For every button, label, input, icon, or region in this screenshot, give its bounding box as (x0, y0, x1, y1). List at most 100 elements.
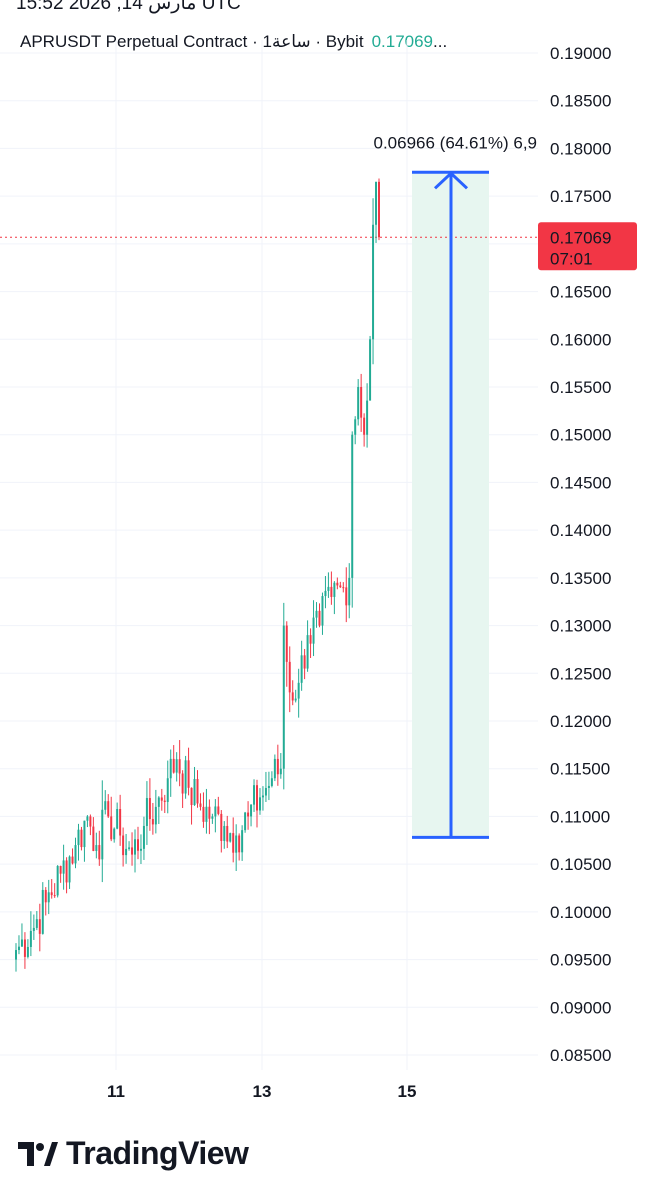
candle-body (330, 586, 333, 597)
candle-body (327, 586, 330, 591)
candle-body (15, 950, 17, 960)
candle-body (318, 610, 321, 626)
candle-body (77, 829, 80, 846)
candle-body (324, 590, 327, 597)
candle-body (309, 635, 312, 644)
price-tick-label: 0.10500 (550, 855, 611, 874)
candle-body (229, 833, 232, 842)
candle-body (378, 181, 380, 238)
price-tick-label: 0.10000 (550, 903, 611, 922)
price-tick-label: 0.08500 (550, 1046, 611, 1065)
candle-body (169, 758, 172, 779)
candle-body (250, 804, 253, 817)
price-tick-label: 0.11000 (550, 807, 610, 826)
price-badge-background (538, 222, 637, 271)
candle-body (181, 773, 184, 794)
candle-body (178, 759, 181, 774)
symbol-title[interactable]: APRUSDT Perpetual Contract · 1ساعة · Byb… (20, 32, 364, 51)
candle-body (294, 698, 297, 701)
candle-body (244, 812, 247, 831)
candle-body (95, 845, 98, 851)
candle-body (142, 825, 145, 849)
candle-body (187, 760, 190, 788)
candle-body (312, 617, 315, 644)
candle-body (166, 778, 169, 802)
candle-body (62, 860, 65, 874)
measure-label: 0.06966 (64.61%) 6,9 (373, 133, 537, 152)
candle-body (107, 801, 110, 817)
candle-body (199, 803, 202, 807)
tradingview-logo[interactable]: TradingView (18, 1135, 249, 1172)
candle-body (68, 856, 71, 883)
price-badge-value: 0.17069 (550, 228, 611, 247)
candle-body (32, 927, 35, 931)
price-tick-label: 0.13000 (550, 617, 611, 636)
candle-body (184, 760, 187, 794)
candle-body (110, 816, 113, 840)
candle-body (163, 800, 166, 802)
chart-timestamp: مارس 14, 2026 15:52 UTC (16, 0, 241, 14)
candle-body (98, 845, 101, 860)
candle-body (131, 847, 134, 855)
candle-body (223, 825, 226, 841)
candle-body (282, 625, 285, 769)
price-tick-label: 0.19000 (550, 44, 611, 63)
candle-body (65, 860, 68, 883)
candle-body (80, 829, 83, 848)
price-badge-countdown: 07:01 (550, 249, 593, 268)
candle-body (20, 939, 23, 947)
candle-body (264, 788, 267, 796)
candle-body (354, 419, 357, 435)
candle-body (160, 797, 163, 801)
chart-header: APRUSDT Perpetual Contract · 1ساعة · Byb… (20, 32, 520, 52)
candle-body (17, 946, 20, 951)
candle-body (220, 813, 223, 841)
price-tick-label: 0.15500 (550, 378, 611, 397)
candle-body (348, 577, 351, 606)
candle-body (211, 816, 214, 819)
candle-body (336, 582, 339, 586)
candle-body (276, 758, 279, 775)
candle-body (74, 845, 77, 864)
price-tick-label: 0.18000 (550, 139, 611, 158)
candle-body (217, 806, 220, 814)
candle-body (175, 759, 178, 773)
candle-body (89, 816, 92, 827)
price-tick-label: 0.15000 (550, 426, 611, 445)
candle-body (267, 785, 270, 789)
candle-body (205, 806, 208, 822)
price-tick-label: 0.18500 (550, 92, 611, 111)
candle-body (208, 806, 211, 819)
candle-body (300, 655, 303, 683)
candle-body (372, 224, 375, 340)
price-tick-label: 0.12500 (550, 664, 611, 683)
candle-body (92, 826, 95, 851)
candle-body (241, 830, 244, 853)
candle-body (151, 819, 154, 825)
candle-body (297, 682, 300, 699)
measure-tool[interactable] (412, 170, 489, 839)
candle-body (53, 895, 56, 897)
candle-body (145, 798, 148, 826)
candle-body (26, 946, 29, 957)
candle-body (279, 768, 282, 775)
candle-body (50, 892, 53, 896)
candle-body (270, 778, 273, 786)
candle-body (56, 865, 59, 896)
time-axis[interactable]: 11 13 15 (107, 1082, 416, 1101)
candle-body (35, 919, 38, 928)
candle-body (333, 582, 336, 597)
candle-body (113, 828, 116, 840)
price-tick-label: 0.14000 (550, 521, 611, 540)
candle-body (235, 835, 238, 853)
candle-body (285, 625, 288, 662)
candle-body (71, 856, 74, 864)
candle-body (342, 587, 345, 589)
price-axis[interactable]: 0.190000.185000.180000.175000.170000.165… (550, 44, 611, 1065)
candle-body (157, 797, 160, 807)
price-tick-label: 0.16500 (550, 283, 611, 302)
candle-body (214, 806, 217, 817)
candle-body (44, 889, 47, 903)
candle-body (122, 835, 125, 856)
